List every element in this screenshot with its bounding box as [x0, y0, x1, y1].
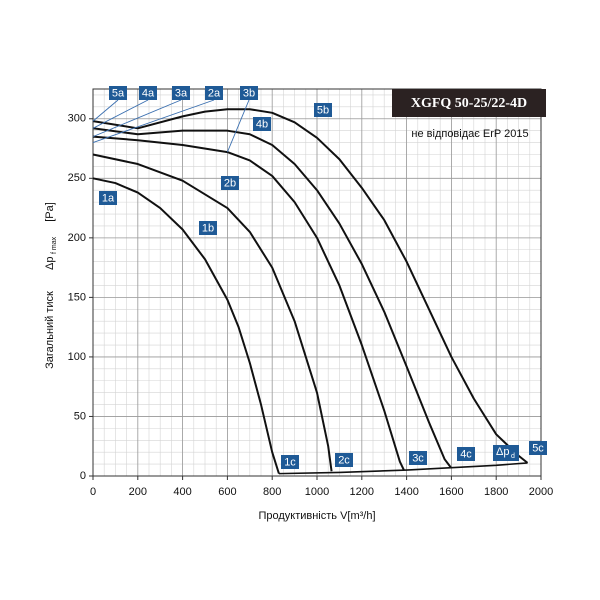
leader-line [92, 99, 149, 129]
label-box [139, 86, 157, 100]
curve-label: 1c [284, 456, 296, 468]
curve-label: 2b [224, 177, 236, 189]
curve-label: 2a [208, 87, 221, 99]
y-tick-label: 250 [68, 172, 86, 184]
curve-label: 1b [202, 222, 214, 234]
x-tick-label: 1000 [305, 486, 329, 498]
curve-label: 4b [256, 118, 268, 130]
leader-line [92, 99, 215, 144]
y-unit: [Pa] [44, 202, 56, 222]
y-tick-label: 150 [68, 291, 86, 303]
label-box [99, 191, 117, 205]
y-tick-label: 0 [80, 470, 86, 482]
label-box [335, 453, 353, 467]
curve-label: 3b [243, 87, 255, 99]
curve-label: 2c [338, 454, 350, 466]
x-tick-label: 1400 [394, 486, 418, 498]
label-box [314, 103, 332, 117]
system-label-sub: d [511, 453, 515, 460]
x-tick-label: 800 [263, 486, 281, 498]
curve [278, 462, 528, 475]
note: не відповідає ErP 2015 [411, 128, 528, 140]
curve-label: 4a [142, 87, 155, 99]
x-tick-label: 400 [173, 486, 191, 498]
y-tick-label: 200 [68, 232, 86, 244]
system-label: Δp [496, 446, 509, 458]
label-box [253, 117, 271, 131]
label-box [529, 441, 547, 455]
grid [92, 88, 542, 477]
y-tick-label: 100 [68, 351, 86, 363]
chart-title: XGFQ 50-25/22-4D [411, 96, 527, 111]
leader-line [92, 99, 182, 138]
x-tick-label: 0 [90, 486, 96, 498]
x-axis-label: Продуктивність V[m³/h] [258, 510, 375, 522]
curve [92, 153, 333, 472]
curve [92, 135, 405, 471]
x-tick-label: 600 [218, 486, 236, 498]
leader-line [92, 99, 119, 122]
label-box [281, 455, 299, 469]
label-box [493, 445, 519, 461]
curve-label: 5c [532, 442, 544, 454]
label-box [457, 447, 475, 461]
curve-label: 3a [175, 87, 188, 99]
label-box [409, 451, 427, 465]
curve [92, 108, 529, 464]
y-label-text: Загальний тиск [44, 291, 56, 369]
x-tick-label: 200 [129, 486, 147, 498]
label-box [205, 86, 223, 100]
y-symbol-sub: f max [51, 236, 58, 254]
y-axis-label: Загальний тиск Δp f max [Pa] [44, 202, 58, 369]
x-tick-label: 2000 [529, 486, 553, 498]
curve-label: 4c [460, 448, 472, 460]
label-box [221, 176, 239, 190]
curve-label: 3c [412, 452, 424, 464]
label-box [109, 86, 127, 100]
y-tick-label: 50 [74, 410, 86, 422]
label-box [240, 86, 258, 100]
label-box [199, 221, 217, 235]
curve-label: 5b [317, 104, 329, 116]
x-tick-label: 1200 [350, 486, 374, 498]
y-tick-label: 300 [68, 113, 86, 125]
curve [92, 127, 452, 469]
title-box [392, 89, 546, 117]
label-box [172, 86, 190, 100]
curve-label: 5a [112, 87, 125, 99]
curve-label: 1a [102, 192, 115, 204]
curve [92, 177, 280, 474]
y-symbol: Δp [44, 257, 56, 270]
leader-line [226, 99, 250, 153]
x-tick-label: 1600 [439, 486, 463, 498]
x-tick-label: 1800 [484, 486, 508, 498]
